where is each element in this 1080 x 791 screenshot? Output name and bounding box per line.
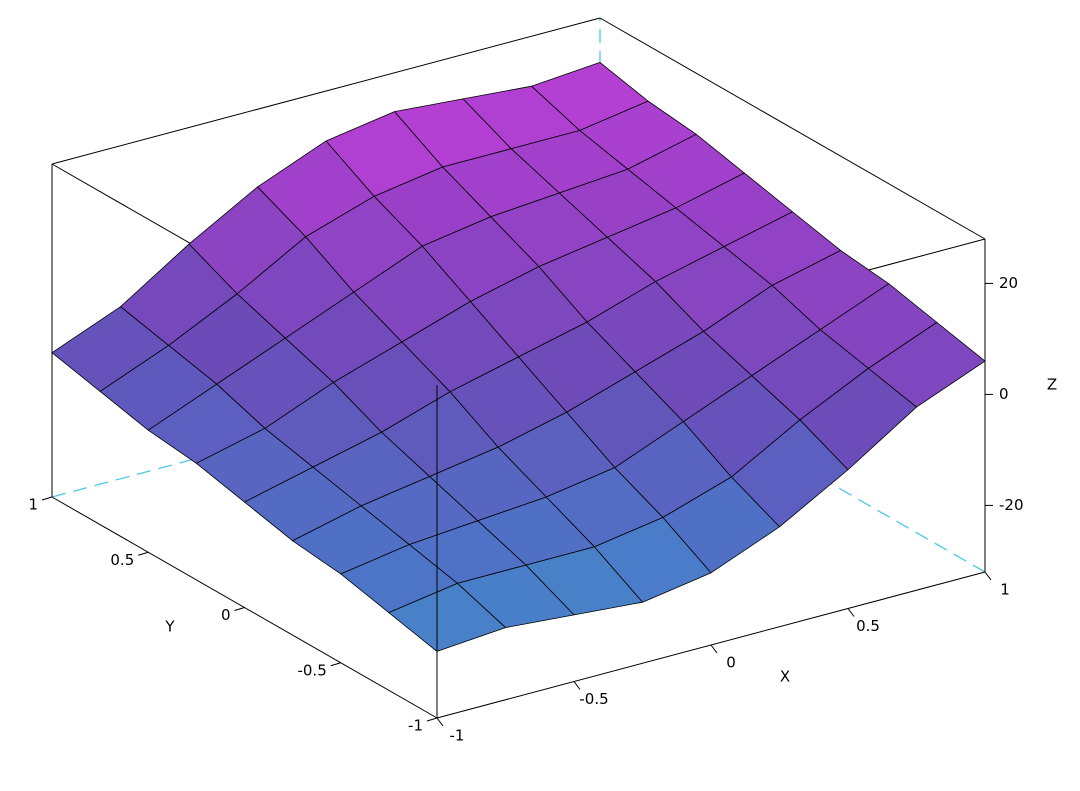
y-tick-label: -1 — [408, 717, 423, 735]
z-tick-label: 0 — [999, 385, 1009, 403]
y-tick — [41, 496, 53, 501]
surface — [51, 62, 986, 652]
x-tick-label: 1 — [1000, 581, 1010, 599]
y-tick-label: 1 — [28, 496, 38, 514]
surface-patch — [388, 582, 506, 652]
z-tick-label: -20 — [999, 496, 1024, 514]
y-tick — [330, 662, 341, 667]
x-tick-label: 0.5 — [856, 617, 880, 635]
y-tick-label: 0.5 — [110, 551, 134, 569]
x-axis-label: X — [780, 668, 790, 686]
ticks: -1 -0.5 0 0.5 1 -1 -0.5 0 0.5 1 -20 0 20 — [28, 274, 1023, 745]
y-axis-label: Y — [164, 618, 175, 636]
x-tick — [710, 644, 718, 654]
x-tick-label: -0.5 — [579, 690, 608, 708]
x-tick-label: 0 — [726, 654, 736, 672]
z-tick-label: 20 — [999, 274, 1018, 292]
y-tick-label: -0.5 — [297, 661, 326, 679]
x-tick-label: -1 — [450, 727, 465, 745]
x-tick — [984, 571, 992, 581]
box-edge — [599, 17, 986, 240]
x-tick — [847, 608, 855, 617]
z-axis-label: Z — [1047, 376, 1057, 394]
y-tick — [426, 717, 438, 722]
x-tick — [573, 681, 581, 690]
y-tick — [234, 607, 245, 611]
box-edge — [51, 17, 601, 165]
y-tick — [138, 551, 149, 556]
x-tick — [436, 717, 444, 727]
y-tick-label: 0 — [221, 606, 231, 624]
